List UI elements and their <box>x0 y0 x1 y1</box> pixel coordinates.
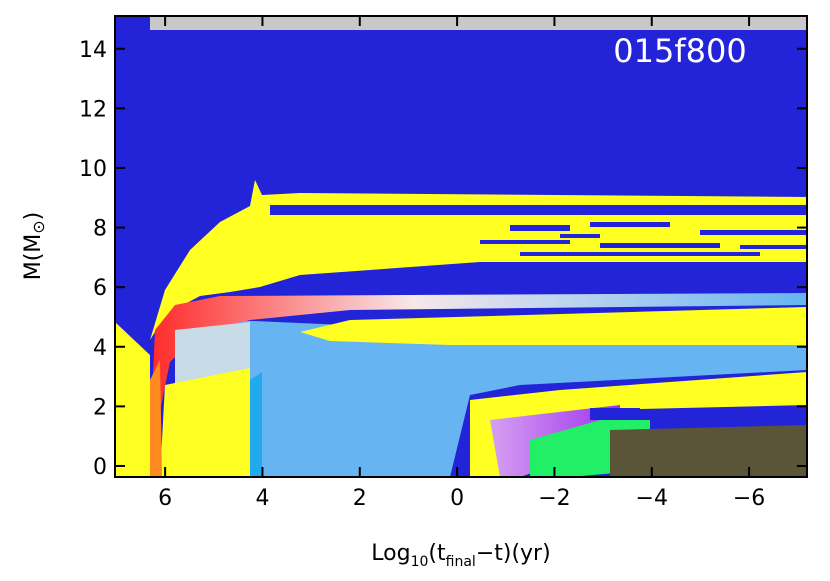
lightblue-region <box>230 320 807 477</box>
y-tick-label: 6 <box>93 276 107 301</box>
x-tick-label: 2 <box>353 486 367 511</box>
y-label-part: M(M <box>21 234 46 281</box>
yellow-left <box>115 322 150 477</box>
x-tick-label: −2 <box>538 486 570 511</box>
olive-region <box>610 425 807 477</box>
x-tick-label: 0 <box>450 486 464 511</box>
cyan-region <box>250 372 262 477</box>
regions <box>115 16 807 477</box>
yellow-region <box>150 180 807 340</box>
y-tick-label: 10 <box>79 157 107 182</box>
yellow-tongue <box>300 307 807 345</box>
y-tick-label: 0 <box>93 455 107 480</box>
x-tick-label: −6 <box>733 486 765 511</box>
y-tick-label: 12 <box>79 97 107 122</box>
grey-strip <box>150 16 807 30</box>
y-tick-label: 14 <box>79 38 107 63</box>
y-tick-label: 2 <box>93 395 107 420</box>
blue-small <box>590 408 640 420</box>
y-axis-label: M(M⊙) <box>21 212 48 281</box>
blue-patches <box>480 222 807 256</box>
x-tick-label: −4 <box>636 486 668 511</box>
blue-stripe <box>270 205 807 215</box>
yellow-lower-left <box>160 368 250 477</box>
yellow-lower-right <box>470 372 807 477</box>
x-label-part: (t <box>428 541 446 566</box>
orange-sliver <box>150 360 162 477</box>
x-axis-label: Log10(tfinal−t)(yr) <box>371 541 550 570</box>
x-label-part: −t)(yr) <box>476 541 551 566</box>
annotation: 015f800 <box>613 32 746 70</box>
x-tick-label: 4 <box>255 486 269 511</box>
y-tick-label: 4 <box>93 336 107 361</box>
x-label-part: 10 <box>411 554 429 570</box>
y-tick-label: 8 <box>93 217 107 242</box>
y-label-part: ⊙ <box>29 220 48 233</box>
x-label-part: final <box>446 554 476 570</box>
x-tick-label: 6 <box>158 486 172 511</box>
plot-frame <box>114 15 808 478</box>
y-label-part: ) <box>21 212 46 221</box>
x-label-part: Log <box>371 541 410 566</box>
red-region <box>150 293 807 470</box>
